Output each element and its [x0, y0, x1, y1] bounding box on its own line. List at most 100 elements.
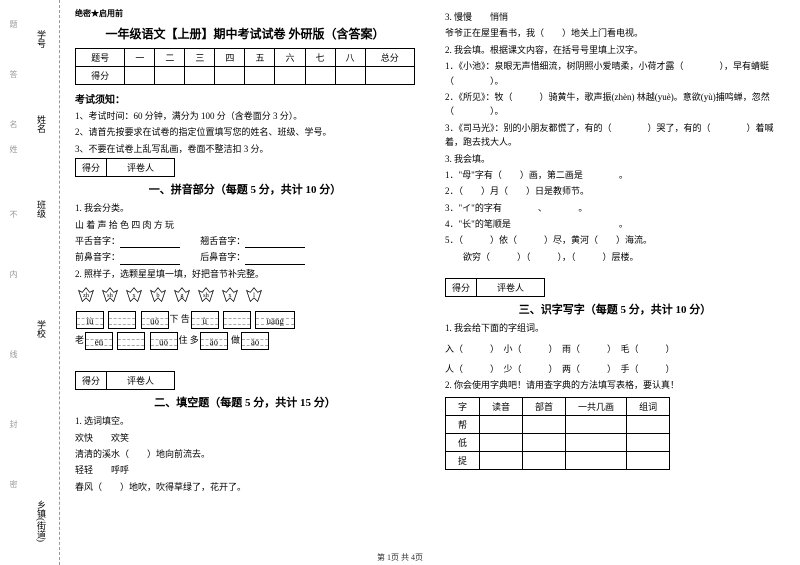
vtext-nei: 内: [8, 270, 19, 278]
pinyin-grid-row1: lù uò下 告ù uāng: [75, 311, 415, 329]
dr-0: 帮: [446, 415, 480, 433]
bird-icon: x: [123, 285, 145, 307]
s2-q3r-3: 3．"イ"的字有 、 。: [445, 201, 785, 215]
s2-q3-head: 3. 慢慢 悄悄: [445, 10, 785, 24]
scorebox-grader: 评卷人: [107, 159, 174, 176]
s2-q3r: 3. 我会填。: [445, 152, 785, 166]
th-2: 二: [155, 49, 185, 67]
label-name: 姓名: [35, 115, 48, 133]
scorebox-score: 得分: [76, 159, 107, 176]
th-7: 七: [305, 49, 335, 67]
th-total: 总分: [365, 49, 414, 67]
vtext-mi: 密: [8, 480, 19, 488]
notice-1: 1、考试时间：60 分钟，满分为 100 分（含卷面分 3 分）。: [75, 109, 415, 123]
confidential-label: 绝密★启用前: [75, 8, 415, 19]
s2-q1: 1. 选词填空。: [75, 414, 415, 428]
pinyin-box: [108, 311, 136, 329]
bird-icon: g: [171, 285, 193, 307]
q1-chars: 山 着 声 拾 色 四 肉 方 玩: [75, 218, 415, 232]
pinyin-box: lù: [76, 311, 104, 329]
td-blank: [125, 67, 155, 85]
pinyin-box: ēn: [85, 332, 113, 350]
bird-icon: b: [147, 285, 169, 307]
bird-icon: sh: [99, 285, 121, 307]
column-left: 绝密★启用前 一年级语文【上册】期中考试试卷 外研版（含答案） 题号 一 二 三…: [60, 0, 430, 565]
scorebox-1: 得分评卷人: [75, 158, 175, 177]
pinyin-box: uāng: [255, 311, 295, 329]
notice-3: 3、不要在试卷上乱写乱画，卷面不整洁扣 3 分。: [75, 142, 415, 156]
notice-head: 考试须知：: [75, 91, 415, 106]
s2-q3r-2: 2．（ ）月（ ）日是教师节。: [445, 184, 785, 198]
svg-text:x: x: [228, 292, 232, 299]
s2-pair1: 欢快 欢笑: [75, 431, 415, 445]
q1-line1: 平舌音字： 翘舌音字：: [75, 234, 415, 248]
th-num: 题号: [76, 49, 125, 67]
section1-title: 一、拼音部分（每题 5 分，共计 10 分）: [75, 181, 415, 197]
s2-q3-line: 爷爷正在屋里看书，我（ ）地关上门看电视。: [445, 26, 785, 40]
bird-icon: l: [243, 285, 265, 307]
svg-text:g: g: [180, 292, 184, 299]
dh-0: 字: [446, 397, 480, 415]
s2-q2r: 2. 我会填。根据课文内容，在括号号里填上汉字。: [445, 43, 785, 57]
svg-text:l: l: [253, 292, 255, 299]
s2-pair2: 轻轻 呼呼: [75, 463, 415, 477]
s3-q2: 2. 你会使用字典吧！请用查字典的方法填写表格，要认真！: [445, 378, 785, 392]
td-score-label: 得分: [76, 67, 125, 85]
q2-head: 2. 照样子，选颗星星填一填，好把音节补完整。: [75, 267, 415, 281]
dictionary-table: 字 读音 部首 一共几画 组词 帮 低 捉: [445, 397, 670, 470]
bird-icon: sh: [195, 285, 217, 307]
binding-margin: 学号 题 答 姓名 名 姓 班级 不 内 学校 线 封 密 乡镇(街道): [0, 0, 60, 565]
s3-q1-line2: 人（ ） 少（ ） 两（ ） 手（ ）: [445, 362, 785, 376]
q1-line2: 前鼻音字： 后鼻音字：: [75, 250, 415, 264]
pinyin-box: ù: [191, 311, 219, 329]
vtext-ti: 题: [8, 20, 19, 28]
label-class: 班级: [35, 200, 48, 218]
score-header-table: 题号 一 二 三 四 五 六 七 八 总分 得分: [75, 48, 415, 85]
svg-text:sh: sh: [203, 292, 209, 299]
dr-1: 低: [446, 433, 480, 451]
notice-2: 2、请首先按要求在试卷的指定位置填写您的姓名、班级、学号。: [75, 125, 415, 139]
label-studentid: 学号: [35, 30, 48, 48]
s2-q2r-2: 2．《所见》：牧（ ）骑黄牛，歌声振(zhèn) 林越(yuè)。意欲(yù)捕…: [445, 90, 785, 119]
vtext-xing: 姓: [8, 145, 19, 153]
scorebox-3: 得分评卷人: [445, 278, 545, 297]
s2-q3r-5: 5．（ ）依（ ）尽，黄河（ ）海流。: [445, 233, 785, 247]
pinyin-box: uò: [141, 311, 169, 329]
pinyin-box: [223, 311, 251, 329]
svg-text:b: b: [156, 292, 159, 299]
s2-q3r-1: 1．"母"字有（ ）画，第二画是 。: [445, 168, 785, 182]
svg-text:zh: zh: [83, 292, 90, 299]
vtext-xian: 线: [8, 350, 19, 358]
dh-4: 组词: [627, 397, 670, 415]
pinyin-box: [117, 332, 145, 350]
th-4: 四: [215, 49, 245, 67]
scorebox-2: 得分评卷人: [75, 371, 175, 390]
pinyin-box: uō: [150, 332, 178, 350]
dr-2: 捉: [446, 451, 480, 469]
column-right: 3. 慢慢 悄悄 爷爷正在屋里看书，我（ ）地关上门看电视。 2. 我会填。根据…: [430, 0, 800, 565]
dh-2: 部首: [523, 397, 566, 415]
pinyin-box: ǎo: [200, 332, 228, 350]
vtext-ming: 名: [8, 120, 19, 128]
s2-line1: 清清的溪水（ ）地向前流去。: [75, 447, 415, 461]
s2-line2: 春风（ ）地吹，吹得草绿了，花开了。: [75, 480, 415, 494]
vtext-da: 答: [8, 70, 19, 78]
th-6: 六: [275, 49, 305, 67]
s2-q2r-3: 3．《司马光》：别的小朋友都慌了，有的（ ）哭了，有的（ ）着喊着，跑去找大人。: [445, 121, 785, 150]
s2-q2r-1: 1．《小池》：泉眼无声惜细流，树阴照小爱晴柔，小荷才露（ ），早有蜻蜓（ ）。: [445, 59, 785, 88]
label-town: 乡镇(街道): [35, 500, 48, 542]
svg-text:x: x: [132, 292, 136, 299]
vtext-feng: 封: [8, 420, 19, 428]
dh-3: 一共几画: [566, 397, 627, 415]
bird-icon: x: [219, 285, 241, 307]
label-school: 学校: [35, 320, 48, 338]
section2-title: 二、填空题（每题 5 分，共计 15 分）: [75, 394, 415, 410]
th-1: 一: [125, 49, 155, 67]
s3-q1: 1. 我会给下面的字组词。: [445, 321, 785, 335]
bird-icon: zh: [75, 285, 97, 307]
th-3: 三: [185, 49, 215, 67]
s2-q3r-6: 欲穷（ ）（ ），（ ）层楼。: [445, 250, 785, 264]
s3-q1-line1: 入（ ） 小（ ） 雨（ ） 毛（ ）: [445, 342, 785, 356]
pinyin-grid-row2: 老ēn uō住 多ǎo 做ǎo: [75, 332, 415, 350]
page-footer: 第 1页 共 4页: [377, 552, 423, 563]
